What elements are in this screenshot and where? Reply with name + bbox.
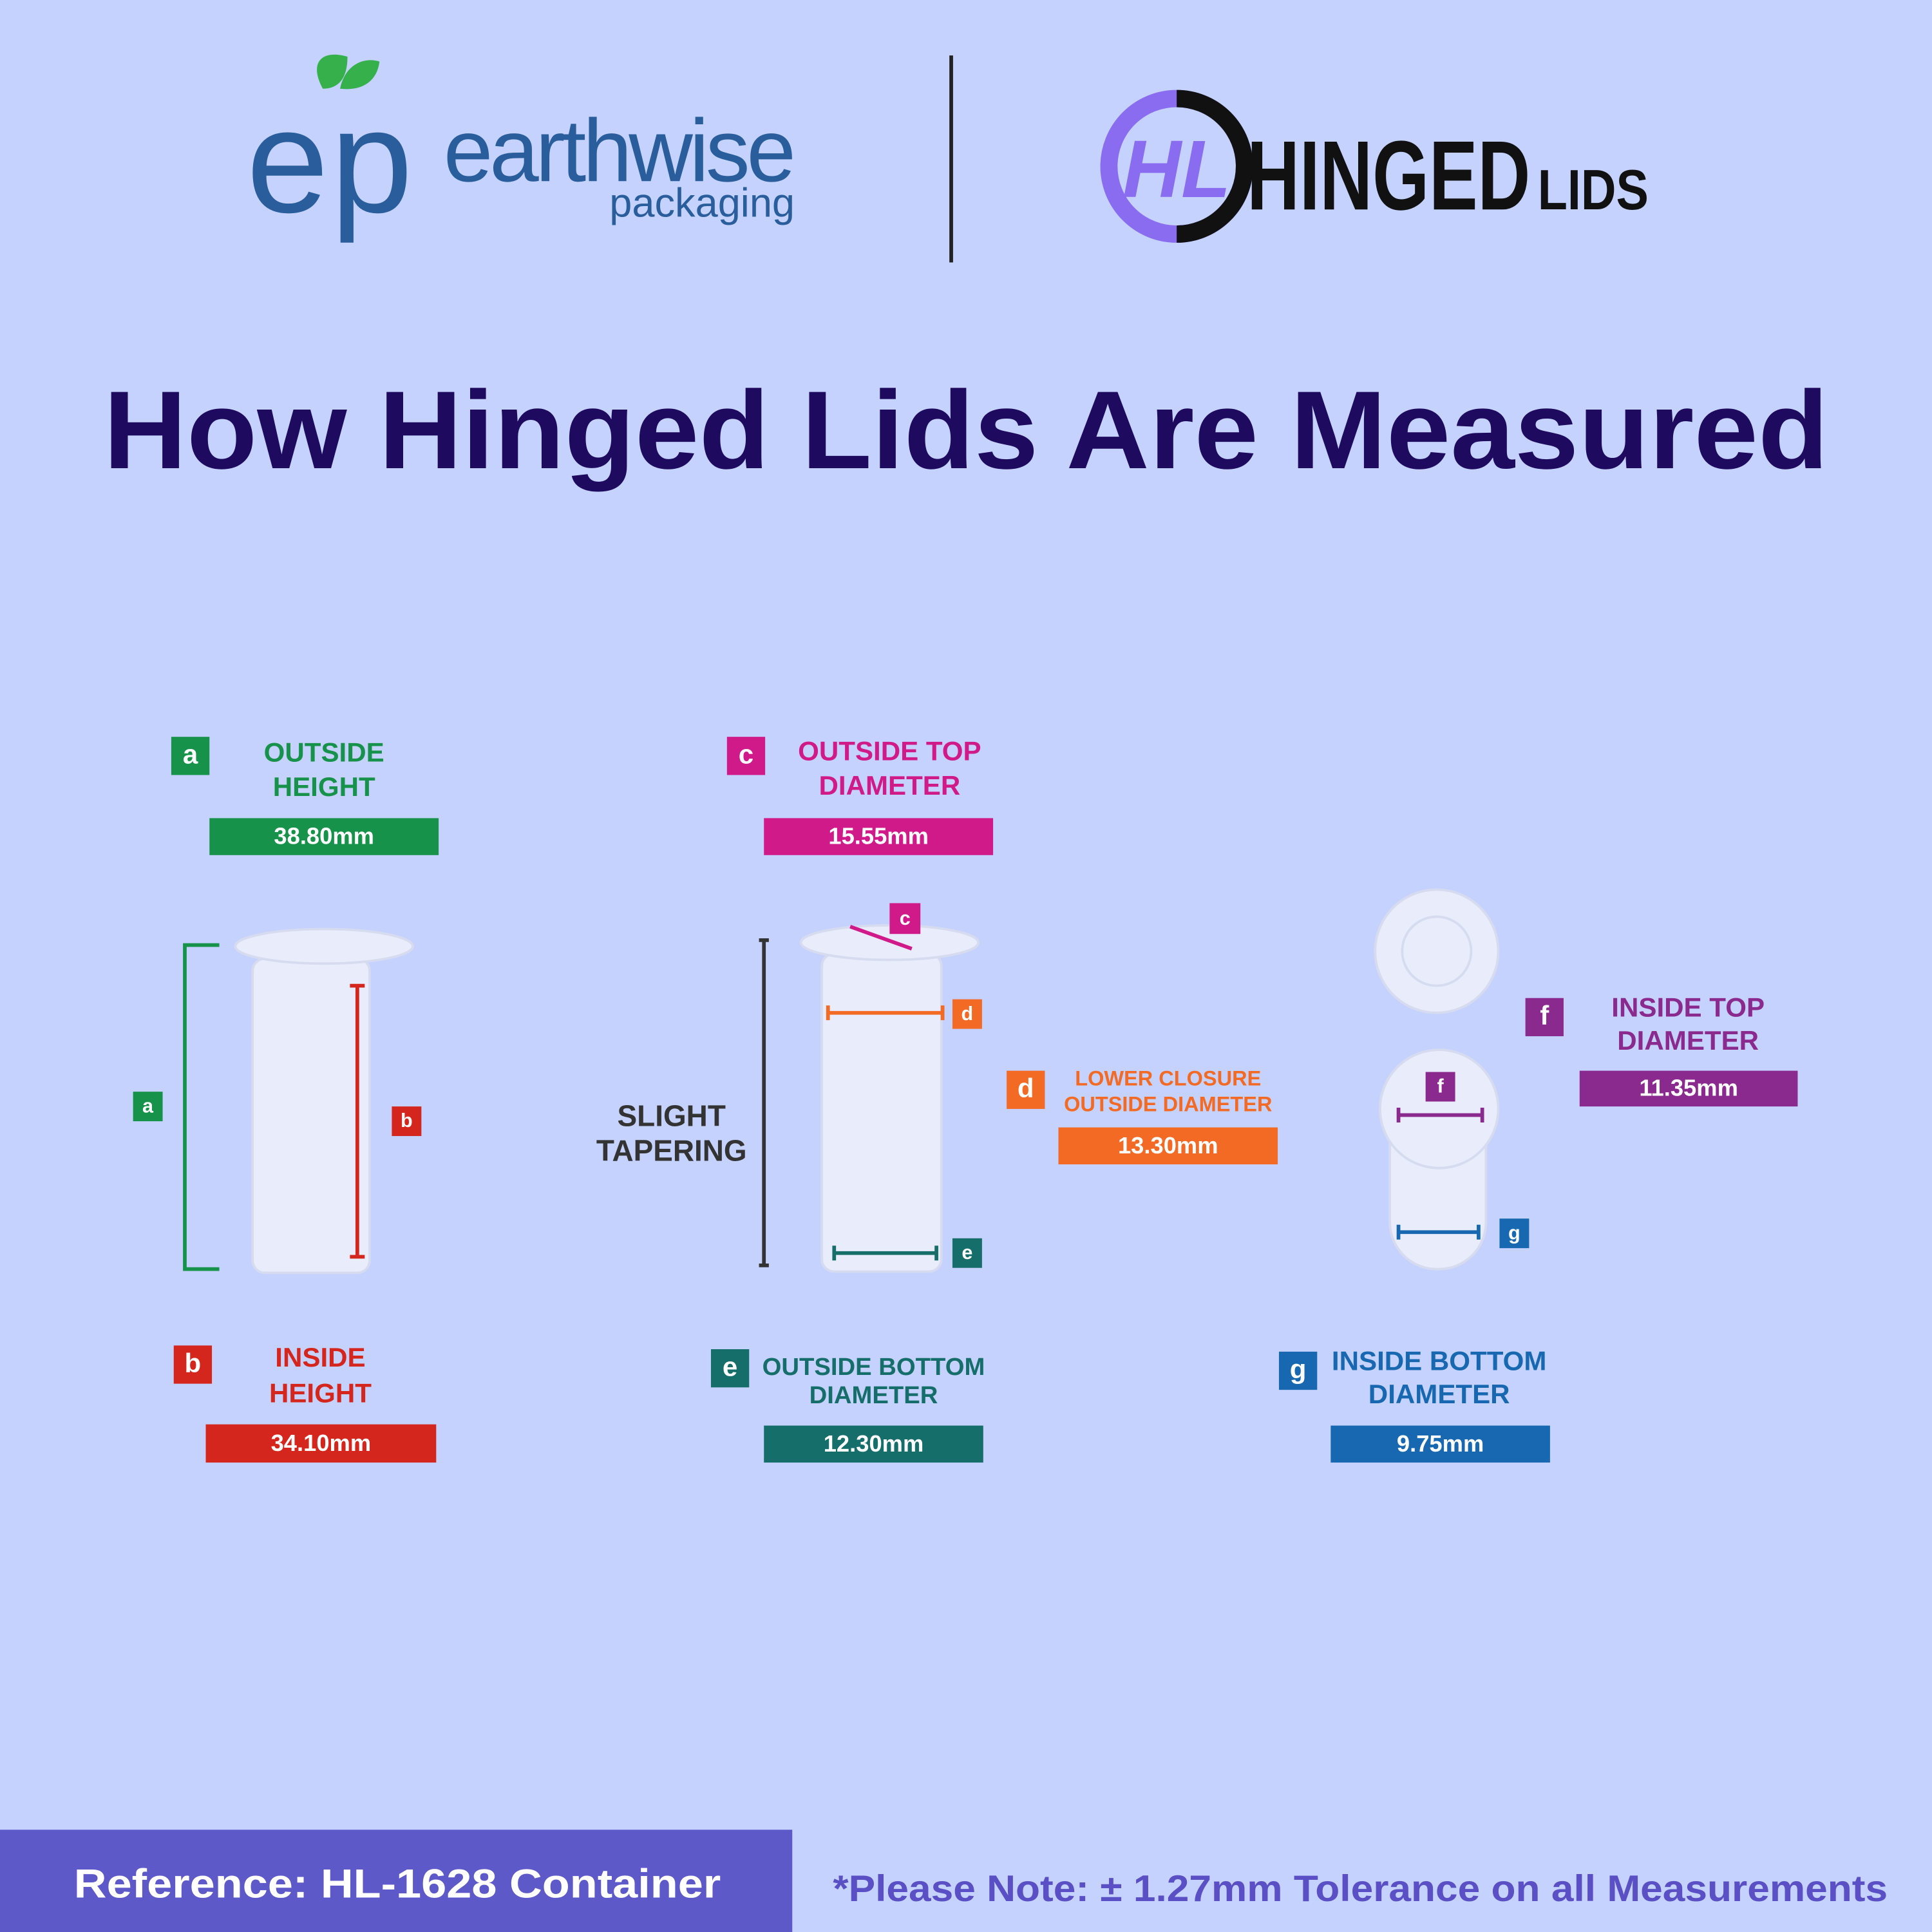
value-box [764,818,994,855]
measure-label: DIAMETER [1368,1379,1510,1409]
title: How Hinged Lids Are Measured [104,368,1829,492]
value-box [1058,1127,1278,1165]
letter-tag-text: e [961,1242,972,1264]
letter-tag [889,903,921,934]
letter-tag-text: f [1540,1000,1549,1030]
measure-label: HEIGHT [269,1378,372,1408]
open-lid [1374,888,1500,1014]
letter-tag-text: b [401,1110,413,1132]
footer-reference: Reference: HL-1628 Container [74,1861,721,1906]
value-box [205,1424,437,1463]
logo-mark: HL [1122,124,1231,214]
dimension-line [832,1245,938,1261]
dimension-line [826,1005,945,1021]
value-box [1331,1425,1550,1463]
measure-value: 15.55mm [828,823,929,849]
dimension-line [183,943,220,1271]
measure-label: INSIDE TOP [1611,992,1765,1022]
measure-label: HEIGHT [273,772,375,802]
measure-label: OUTSIDE [264,737,384,767]
measure-value: 11.35mm [1639,1074,1738,1101]
measure-value: 38.80mm [274,823,374,849]
logo-name: earthwise [444,101,796,200]
measure-label: DIAMETER [819,770,961,800]
measure-label: INSIDE [275,1342,365,1372]
dimension-line [849,925,913,951]
letter-tag [1278,1351,1318,1390]
footer-note: *Please Note: ± 1.27mm Tolerance on all … [833,1868,1888,1909]
letter-tag-text: f [1437,1075,1444,1097]
measure-label: INSIDE BOTTOM [1332,1346,1547,1376]
measure-value: 13.30mm [1118,1132,1218,1159]
taper-line [759,938,769,1267]
letter-tag-text: e [723,1352,737,1382]
letter-tag [173,1345,213,1384]
measure-label: DIAMETER [1617,1025,1759,1056]
measure-label: OUTSIDE DIAMETER [1064,1093,1272,1116]
letter-tag [171,737,210,775]
letter-tag [1007,1070,1045,1109]
letter-tag-text: b [185,1348,202,1378]
measure-label: OUTSIDE BOTTOM [762,1353,985,1381]
letter-tag [133,1092,163,1122]
container-rim [1378,1048,1500,1170]
letter-tag [952,999,982,1029]
value-box [764,1425,983,1463]
container-drawings [234,888,1500,1274]
earthwise-logo: ep earthwise packaging [247,54,796,243]
measure-label: DIAMETER [810,1381,938,1409]
logo-sub: LIDS [1538,158,1649,222]
value-box [209,818,439,855]
letter-tag [1425,1072,1455,1102]
letter-tag [726,737,766,775]
leaf [317,54,348,89]
letter-tag [1499,1218,1530,1249]
letter-tag-text: g [1290,1354,1307,1384]
letter-tag-text: c [739,739,753,770]
letter-tag-text: a [183,739,198,770]
letter-tag-text: d [961,1003,974,1025]
measure-label: OUTSIDE TOP [798,735,981,766]
letter-tag [392,1106,422,1137]
letter-tag-text: a [142,1095,154,1117]
measure-value: 12.30mm [824,1430,924,1457]
letter-tag-text: d [1018,1073,1034,1103]
letter-tag-text: c [900,907,911,929]
leaf [340,60,380,90]
logo-name: HINGED [1247,120,1530,231]
dimension-line [1396,1108,1484,1122]
dimension-lines [183,925,1484,1271]
taper-note: SLIGHT [618,1099,726,1133]
letter-tag [710,1349,750,1388]
taper-note: TAPERING [596,1133,747,1167]
measure-label: LOWER CLOSURE [1075,1067,1261,1090]
dimension-line [350,983,365,1259]
measure-value: 34.10mm [271,1430,372,1456]
letter-tag [1525,998,1564,1037]
hinged-lids-logo: HL HINGED LIDS [1100,90,1649,243]
container-body [251,957,371,1274]
container-body [820,952,943,1273]
logo-sub: packaging [609,181,795,226]
logo-ring-dark [1176,90,1253,243]
letter-tag-text: g [1508,1222,1520,1244]
measure-value: 9.75mm [1397,1430,1484,1457]
footer-bar [0,1830,793,1932]
value-box [1579,1070,1798,1107]
container-lid [234,927,414,965]
lid-plug [1401,915,1473,987]
letter-tag [952,1238,982,1268]
dimension-line [1396,1224,1481,1240]
